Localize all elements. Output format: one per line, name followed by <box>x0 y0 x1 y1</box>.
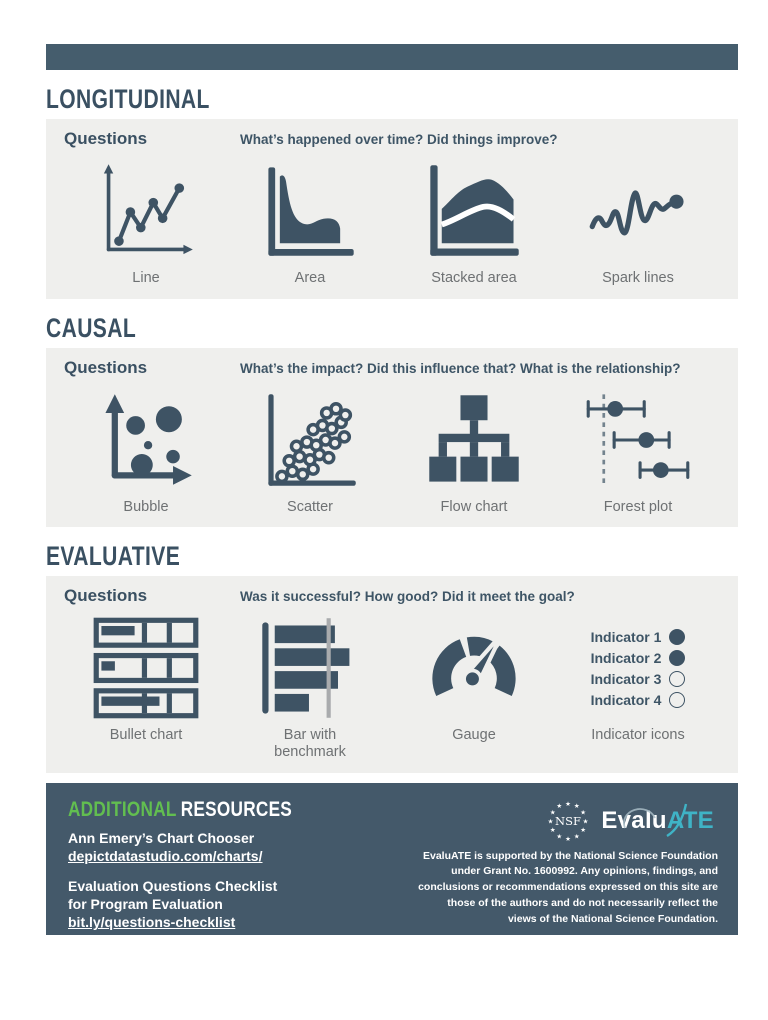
chart-label: Indicator icons <box>591 727 685 744</box>
top-accent-bar <box>46 44 738 70</box>
chart-cell: Gauge <box>392 614 556 760</box>
spark-lines-icon <box>585 157 691 265</box>
indicator-hollow-circle-icon <box>669 691 686 708</box>
resource-title: for Program Evaluation <box>68 896 223 913</box>
indicator-label: Indicator 4 <box>590 691 662 708</box>
svg-text:★: ★ <box>583 817 589 825</box>
heading-resources: RESOURCES <box>180 797 293 821</box>
spacer <box>68 865 388 877</box>
panel-head: Questions What’s the impact? Did this in… <box>64 358 720 378</box>
chart-cell: Forest plot <box>556 386 720 516</box>
svg-text:★: ★ <box>565 800 571 808</box>
indicator-hollow-circle-icon <box>669 670 686 687</box>
evaluate-logo: EvaluATE <box>601 803 714 837</box>
brand-ate: ATE <box>666 806 714 834</box>
panel-evaluative: Questions Was it successful? How good? D… <box>46 576 738 773</box>
chart-cell: Bubble <box>64 386 228 516</box>
resource-title: Evaluation Questions Checklist <box>68 878 278 895</box>
chart-cell: Stacked area <box>392 157 556 287</box>
svg-text:★: ★ <box>565 834 571 842</box>
indicator-filled-circle-icon <box>669 649 686 666</box>
chart-label: Gauge <box>452 727 496 744</box>
indicator-filled-circle-icon <box>669 628 686 645</box>
section-title-longitudinal: LONGITUDINAL <box>46 84 210 114</box>
svg-text:★: ★ <box>548 817 554 825</box>
svg-text:★: ★ <box>574 802 580 810</box>
indicator-row: Indicator 3 <box>590 670 686 687</box>
footer-attribution: ★ ★ ★ ★ ★ ★ ★ ★ ★ ★ ★ ★ NSF EvaluATE EvaluATE is… <box>388 798 718 925</box>
resource-link-questions-checklist[interactable]: bit.ly/questions-checklist <box>68 914 236 931</box>
chart-cell: Flow chart <box>392 386 556 516</box>
chart-label: Bullet chart <box>109 727 183 744</box>
chart-grid: Bubble Scatter <box>64 386 720 516</box>
forest-plot-icon <box>582 386 694 494</box>
section-title-evaluative: EVALUATIVE <box>46 541 181 572</box>
questions-label: Questions <box>64 586 148 606</box>
indicator-label: Indicator 3 <box>590 670 662 687</box>
bullet-chart-icon <box>90 614 202 722</box>
questions-label: Questions <box>64 357 148 377</box>
svg-text:★: ★ <box>574 832 580 840</box>
scatter-plot-icon <box>257 386 363 494</box>
bar-with-benchmark-icon <box>254 614 366 722</box>
chart-label: Bubble <box>123 498 169 515</box>
logos: ★ ★ ★ ★ ★ ★ ★ ★ ★ ★ ★ ★ NSF EvaluATE <box>545 798 714 844</box>
questions-label: Questions <box>64 129 148 148</box>
chart-cell: Bar with benchmark <box>228 614 392 760</box>
panel-head: Questions What’s happened over time? Did… <box>64 129 720 149</box>
nsf-logo-icon: ★★★ ★★★ ★★★ ★ ★★ NSF <box>548 800 589 843</box>
svg-text:★: ★ <box>550 826 556 834</box>
page-content: LONGITUDINAL Questions What’s happened o… <box>46 44 738 773</box>
resource-title: Ann Emery’s Chart Chooser <box>68 829 255 846</box>
indicator-label: Indicator 2 <box>590 649 662 666</box>
flow-chart-icon <box>421 386 527 494</box>
chart-grid: Line Area <box>64 157 720 287</box>
chart-label: Flow chart <box>440 498 508 515</box>
chart-grid: Bullet chart Bar with be <box>64 614 720 760</box>
chart-label: Scatter <box>287 498 333 515</box>
panel-longitudinal: Questions What’s happened over time? Did… <box>46 119 738 299</box>
chart-cell: Area <box>228 157 392 287</box>
chart-cell: Scatter <box>228 386 392 516</box>
svg-text:★: ★ <box>557 832 563 840</box>
chart-label: Area <box>294 270 326 286</box>
gauge-icon <box>421 614 527 722</box>
indicator-row: Indicator 2 <box>590 649 686 666</box>
chart-label: Spark lines <box>602 270 674 286</box>
footer-resources: ADDITIONAL RESOURCES Ann Emery’s Chart Ch… <box>68 798 388 931</box>
line-chart-icon <box>93 157 199 265</box>
question-text: What’s happened over time? Did things im… <box>240 132 558 147</box>
indicator-row: Indicator 4 <box>590 691 686 708</box>
svg-text:★: ★ <box>581 826 587 834</box>
panel-causal: Questions What’s the impact? Did this in… <box>46 347 738 528</box>
chart-label: Stacked area <box>431 270 517 286</box>
indicator-icons: Indicator 1 Indicator 2 Indicator 3 Indi… <box>591 614 686 722</box>
area-chart-icon <box>257 157 363 265</box>
chart-cell: Bullet chart <box>64 614 228 760</box>
chart-cell: Indicator 1 Indicator 2 Indicator 3 Indi… <box>556 614 720 760</box>
svg-text:★: ★ <box>557 802 563 810</box>
indicator-row: Indicator 1 <box>590 628 686 645</box>
question-text: Was it successful? How good? Did it meet… <box>240 589 575 605</box>
panel-head: Questions Was it successful? How good? D… <box>64 586 720 606</box>
resource-link-chart-chooser[interactable]: depictdatastudio.com/charts/ <box>68 847 263 864</box>
svg-text:★: ★ <box>581 808 587 816</box>
chart-cell: Spark lines <box>556 157 720 287</box>
brand-evalu: Evalu <box>601 806 667 834</box>
chart-label: Line <box>132 270 160 286</box>
chart-label: Forest plot <box>603 498 673 515</box>
svg-text:NSF: NSF <box>555 814 581 828</box>
additional-resources-heading: ADDITIONAL RESOURCES <box>68 798 330 822</box>
section-title-causal: CAUSAL <box>46 312 137 343</box>
svg-text:★: ★ <box>550 808 556 816</box>
chart-label: Bar with benchmark <box>274 727 346 761</box>
question-text: What’s the impact? Did this influence th… <box>240 360 681 376</box>
nsf-disclaimer: EvaluATE is supported by the National Sc… <box>418 849 718 925</box>
bubble-chart-icon <box>93 386 199 494</box>
footer: ADDITIONAL RESOURCES Ann Emery’s Chart Ch… <box>46 782 738 935</box>
chart-cell: Line <box>64 157 228 287</box>
stacked-area-chart-icon <box>421 157 527 265</box>
heading-additional: ADDITIONAL <box>68 797 177 821</box>
indicator-label: Indicator 1 <box>590 628 662 645</box>
